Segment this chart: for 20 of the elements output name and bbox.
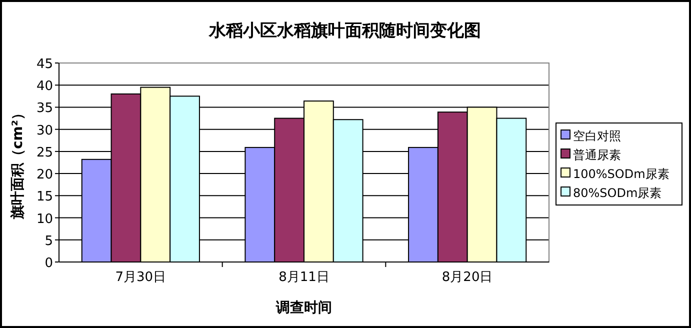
y-tick-label: 15 [36,190,53,205]
y-tick-label: 10 [36,212,53,227]
y-tick-label: 5 [44,234,53,249]
y-tick-label: 35 [36,101,53,116]
y-tick-label: 40 [36,79,53,94]
x-tick-label: 7月30日 [115,270,166,285]
x-tick-label: 8月20日 [442,270,493,285]
legend-label: 空白对照 [573,129,621,143]
x-axis-title: 调查时间 [275,300,332,316]
y-axis-title: 旗叶面积（cm²） [10,106,26,220]
legend-label: 100%SODm尿素 [573,167,670,181]
legend-label: 普通尿素 [573,148,621,162]
chart-title: 水稻小区水稻旗叶面积随时间变化图 [208,21,481,41]
x-tick-label: 8月11日 [278,270,330,285]
y-tick-label: 30 [36,123,53,138]
y-tick-label: 0 [44,256,53,271]
y-tick-label: 20 [36,168,53,183]
y-tick-label: 25 [36,145,53,160]
y-tick-label: 45 [36,57,53,72]
legend-label: 80%SODm尿素 [573,186,662,200]
